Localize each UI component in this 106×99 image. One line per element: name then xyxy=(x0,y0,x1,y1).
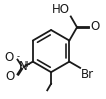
Text: O: O xyxy=(5,51,14,64)
Text: HO: HO xyxy=(52,3,70,16)
Text: Br: Br xyxy=(81,68,94,81)
Text: -: - xyxy=(17,52,20,61)
Text: O: O xyxy=(5,70,15,83)
Text: O: O xyxy=(90,20,99,33)
Text: +: + xyxy=(23,60,30,69)
Text: N: N xyxy=(19,60,28,73)
